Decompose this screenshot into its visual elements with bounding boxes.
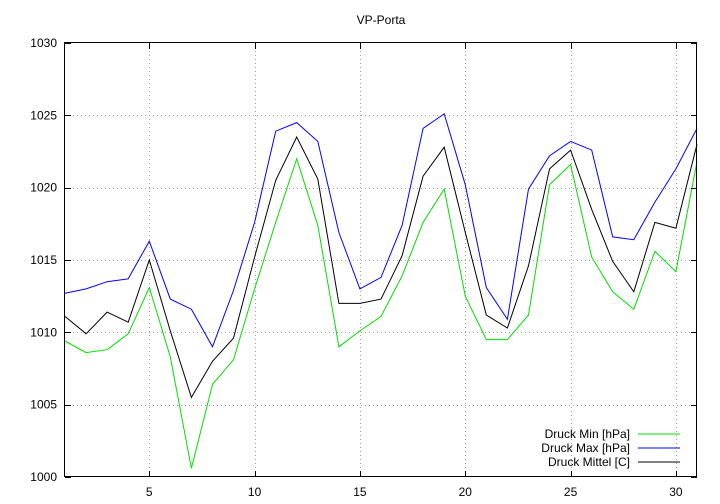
- y-tick-label: 1020: [30, 181, 57, 195]
- y-tick-label: 1015: [30, 253, 57, 267]
- x-tick-label: 15: [353, 485, 367, 499]
- legend-label: Druck Max [hPa]: [541, 441, 630, 455]
- plot-frame: [64, 42, 697, 477]
- x-tick-label: 10: [248, 485, 262, 499]
- series-group: [64, 113, 698, 469]
- y-tick-label: 1025: [30, 108, 57, 122]
- series-line-1: [64, 157, 698, 469]
- y-tick-label: 1030: [30, 36, 57, 50]
- legend-label: Druck Min [hPa]: [545, 427, 630, 441]
- legend-label: Druck Mittel [C]: [548, 455, 630, 469]
- y-tick-label: 1010: [30, 325, 57, 339]
- chart-title: VP-Porta: [357, 13, 406, 27]
- grid: [65, 43, 697, 477]
- x-tick-label: 20: [459, 485, 473, 499]
- x-tick-label: 5: [146, 485, 153, 499]
- series-line-2: [64, 113, 698, 348]
- legend-item: Druck Max [hPa]: [541, 441, 680, 455]
- series-line-3: [64, 135, 698, 399]
- x-tick-label: 25: [564, 485, 578, 499]
- y-tick-label: 1000: [30, 470, 57, 484]
- y-tick-label: 1005: [30, 398, 57, 412]
- legend-item: Druck Mittel [C]: [548, 455, 680, 469]
- x-tick-label: 30: [669, 485, 683, 499]
- legend-item: Druck Min [hPa]: [545, 427, 680, 441]
- legend: Druck Min [hPa]Druck Max [hPa]Druck Mitt…: [541, 427, 680, 469]
